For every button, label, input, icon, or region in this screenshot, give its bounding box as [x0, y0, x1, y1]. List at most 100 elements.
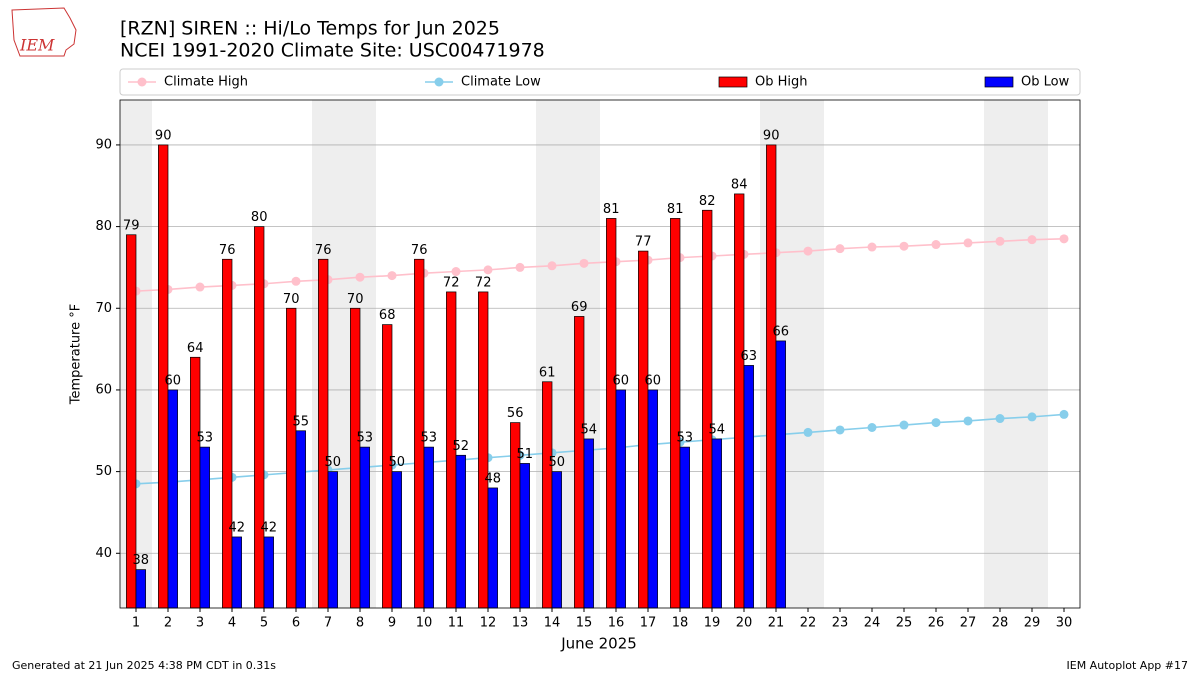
marker [387, 271, 397, 281]
bar [254, 226, 265, 609]
x-tick-label: 22 [800, 616, 817, 631]
value-label: 50 [389, 455, 406, 470]
x-tick-label: 10 [416, 616, 433, 631]
value-label: 52 [453, 439, 470, 454]
value-label: 51 [517, 447, 534, 462]
y-tick-label: 40 [95, 546, 112, 561]
marker [547, 261, 557, 271]
x-tick-label: 25 [896, 616, 913, 631]
marker [995, 236, 1005, 246]
bar [734, 193, 745, 609]
x-tick-label: 27 [960, 616, 977, 631]
bar [423, 446, 434, 609]
bar [222, 258, 233, 609]
bar [583, 438, 594, 609]
bar [519, 463, 530, 609]
x-tick-label: 6 [292, 616, 300, 631]
value-label: 80 [251, 210, 268, 225]
footer-right: IEM Autoplot App #17 [1067, 659, 1189, 672]
x-axis-label: June 2025 [560, 635, 637, 653]
value-label: 68 [379, 308, 396, 323]
x-tick-label: 21 [768, 616, 785, 631]
x-tick-label: 30 [1056, 616, 1073, 631]
bar [263, 536, 274, 609]
x-tick-label: 9 [388, 616, 396, 631]
value-label: 60 [613, 373, 630, 388]
marker [931, 240, 941, 250]
value-label: 76 [411, 243, 428, 258]
marker [803, 427, 813, 437]
value-label: 79 [123, 218, 140, 233]
bar [199, 446, 210, 609]
bar [679, 446, 690, 609]
x-tick-label: 23 [832, 616, 849, 631]
bar [647, 389, 658, 609]
x-tick-label: 7 [324, 616, 332, 631]
x-tick-label: 20 [736, 616, 753, 631]
legend-label: Ob Low [1021, 75, 1070, 90]
value-label: 72 [443, 275, 460, 290]
legend-label: Climate High [164, 75, 248, 90]
bar [766, 144, 777, 609]
marker [963, 416, 973, 426]
value-label: 63 [741, 349, 758, 364]
bar [542, 381, 553, 609]
marker [1027, 235, 1037, 245]
bar [775, 340, 786, 609]
bar [670, 218, 681, 609]
legend-swatch [984, 76, 1014, 88]
marker [835, 425, 845, 435]
value-label: 55 [293, 414, 310, 429]
line [135, 238, 1065, 292]
x-tick-label: 3 [196, 616, 204, 631]
value-label: 76 [315, 243, 332, 258]
y-tick-label: 70 [95, 301, 112, 316]
bar [318, 258, 329, 609]
y-tick-label: 80 [95, 219, 112, 234]
marker [579, 258, 589, 268]
legend-label: Ob High [755, 75, 808, 90]
x-tick-label: 29 [1024, 616, 1041, 631]
x-tick-label: 17 [640, 616, 657, 631]
value-label: 90 [155, 128, 172, 143]
logo: IEM [11, 7, 77, 57]
x-tick-label: 16 [608, 616, 625, 631]
legend-frame [119, 68, 1081, 96]
plot-frame [119, 99, 1081, 609]
bar [455, 454, 466, 609]
chart-subtitle: NCEI 1991-2020 Climate Site: USC00471978 [120, 40, 545, 62]
marker [995, 414, 1005, 424]
x-tick-label: 8 [356, 616, 364, 631]
value-label: 84 [731, 177, 748, 192]
bar [135, 569, 146, 609]
value-label: 69 [571, 300, 588, 315]
value-label: 90 [763, 128, 780, 143]
marker [451, 267, 461, 277]
bar [615, 389, 626, 609]
value-label: 61 [539, 365, 556, 380]
bar [574, 316, 585, 609]
value-label: 70 [347, 292, 364, 307]
bar [478, 291, 489, 609]
marker [355, 272, 365, 282]
bar [126, 234, 137, 609]
bar [638, 250, 649, 609]
marker [867, 423, 877, 433]
x-tick-label: 12 [480, 616, 497, 631]
y-axis-label: Temperature °F [69, 304, 84, 405]
bar [391, 471, 402, 609]
value-label: 60 [165, 373, 182, 388]
value-label: 60 [645, 373, 662, 388]
value-label: 82 [699, 194, 716, 209]
value-label: 54 [709, 422, 726, 437]
legend-label: Climate Low [461, 75, 541, 90]
value-label: 54 [581, 422, 598, 437]
value-label: 42 [261, 520, 278, 535]
logo-text: IEM [19, 36, 55, 55]
value-label: 42 [229, 520, 246, 535]
bar [551, 471, 562, 609]
value-label: 50 [549, 455, 566, 470]
y-tick-label: 50 [95, 464, 112, 479]
value-label: 81 [667, 202, 684, 217]
